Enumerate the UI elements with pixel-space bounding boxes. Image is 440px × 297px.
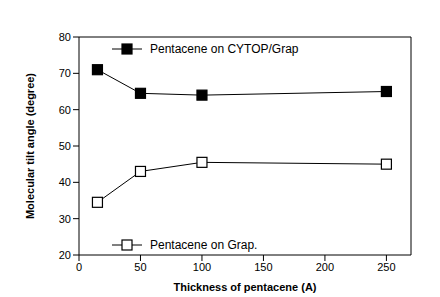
svg-text:70: 70 xyxy=(59,67,71,79)
svg-text:60: 60 xyxy=(59,104,71,116)
svg-text:20: 20 xyxy=(59,249,71,261)
svg-text:150: 150 xyxy=(254,261,272,273)
svg-text:Molecular tilt angle (degree): Molecular tilt angle (degree) xyxy=(24,73,36,219)
svg-text:0: 0 xyxy=(76,261,82,273)
svg-text:100: 100 xyxy=(193,261,211,273)
svg-text:50: 50 xyxy=(134,261,146,273)
svg-text:30: 30 xyxy=(59,213,71,225)
svg-text:50: 50 xyxy=(59,140,71,152)
svg-text:Thickness of pentacene (A): Thickness of pentacene (A) xyxy=(173,281,316,293)
svg-text:250: 250 xyxy=(377,261,395,273)
html-text:Pentacene on Grap.: Pentacene on Grap. xyxy=(150,238,258,252)
svg-text:200: 200 xyxy=(316,261,334,273)
svg-text:80: 80 xyxy=(59,31,71,43)
html-text:Pentacene on CYTOP/Grap: Pentacene on CYTOP/Grap xyxy=(150,42,299,56)
svg-text:40: 40 xyxy=(59,176,71,188)
